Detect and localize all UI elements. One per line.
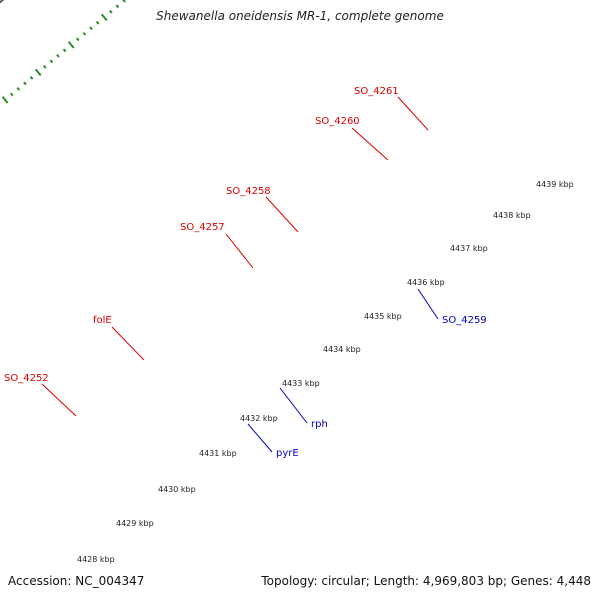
- gene-label: SO_4259: [442, 315, 487, 326]
- kbp-tick-label: 4438 kbp: [493, 211, 531, 220]
- map-title: Shewanella oneidensis MR-1, complete gen…: [156, 9, 444, 23]
- kbp-tick-label: 4436 kbp: [407, 278, 445, 287]
- gene-label: SO_4257: [180, 222, 225, 233]
- kbp-tick-label: 4437 kbp: [450, 244, 488, 253]
- gene-label-leader: [41, 383, 77, 417]
- genome-backbone-highlight: [0, 0, 2, 2]
- gene-label-leader: [111, 326, 145, 361]
- gene-label: SO_4252: [4, 373, 49, 384]
- kbp-tick-label: 4433 kbp: [282, 379, 320, 388]
- tick-mark-inner: [100, 13, 108, 22]
- tick-mark-inner: [89, 26, 93, 31]
- kbp-tick-label: 4428 kbp: [77, 555, 115, 564]
- kbp-tick-label: 4435 kbp: [364, 312, 402, 321]
- gene-label: folE: [93, 315, 112, 326]
- kbp-tick-label: 4432 kbp: [240, 414, 278, 423]
- tick-mark-inner: [49, 59, 54, 64]
- kbp-tick-label: 4434 kbp: [323, 345, 361, 354]
- kbp-tick-label: 4431 kbp: [199, 449, 237, 458]
- tick-mark-inner: [122, 0, 126, 3]
- tick-mark-inner: [95, 20, 100, 25]
- gene-label: SO_4258: [226, 186, 271, 197]
- tick-mark-inner: [75, 37, 80, 42]
- tick-mark-inner: [82, 31, 87, 36]
- tick-mark-inner: [16, 86, 21, 91]
- tick-mark-inner: [115, 4, 120, 9]
- gene-label: SO_4261: [354, 86, 399, 97]
- tick-mark-inner: [23, 81, 27, 86]
- kbp-tick-label: 4439 kbp: [536, 180, 574, 189]
- gene-label: pyrE: [276, 448, 299, 459]
- kbp-tick-label: 4430 kbp: [158, 485, 196, 494]
- tick-mark-inner: [62, 48, 67, 53]
- kbp-tick-label: 4429 kbp: [116, 519, 154, 528]
- gene-label: SO_4260: [315, 116, 360, 127]
- tick-mark-inner: [29, 75, 34, 80]
- tick-mark-inner: [9, 92, 14, 97]
- tick-mark-inner: [109, 9, 113, 14]
- gene-label-leader: [265, 196, 299, 233]
- gene-label-leader: [417, 288, 439, 320]
- genome-backbone: [0, 0, 5, 4]
- gene-label-leader: [279, 387, 308, 424]
- gene-label-leader: [247, 423, 273, 453]
- tick-mark-inner: [34, 68, 42, 77]
- gene-label-leader: [225, 233, 254, 269]
- gene-label: rph: [311, 419, 328, 430]
- accession-text: Accession: NC_004347: [8, 574, 145, 588]
- gene-label-leader: [397, 96, 429, 131]
- tick-mark-inner: [67, 41, 75, 49]
- tick-mark-inner: [1, 96, 9, 104]
- tick-mark-inner: [56, 53, 60, 58]
- tick-mark-inner: [42, 64, 47, 69]
- genome-summary-text: Topology: circular; Length: 4,969,803 bp…: [261, 574, 591, 588]
- gene-label-leader: [351, 127, 389, 161]
